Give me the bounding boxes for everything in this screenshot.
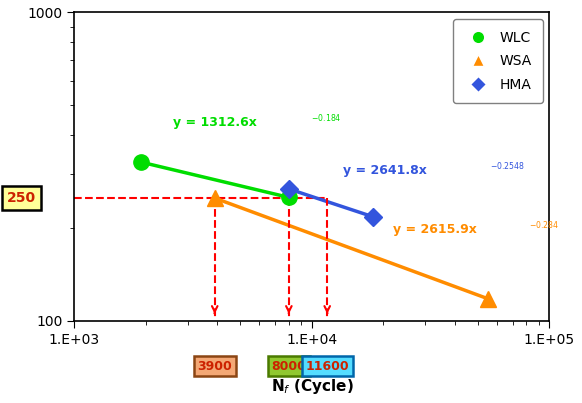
Legend: WLC, WSA, HMA: WLC, WSA, HMA bbox=[453, 19, 542, 103]
Text: $^{-0.284}$: $^{-0.284}$ bbox=[528, 221, 559, 231]
Text: $^{-0.184}$: $^{-0.184}$ bbox=[311, 113, 341, 123]
Text: y = 2641.8x: y = 2641.8x bbox=[343, 164, 427, 177]
Text: y = 1312.6x: y = 1312.6x bbox=[173, 116, 257, 129]
Text: 250: 250 bbox=[7, 191, 36, 205]
Text: $^{-0.2548}$: $^{-0.2548}$ bbox=[490, 162, 525, 172]
X-axis label: N$_f$ (Cycle): N$_f$ (Cycle) bbox=[271, 377, 353, 396]
Text: y = 2615.9x: y = 2615.9x bbox=[393, 223, 477, 236]
Text: 11600: 11600 bbox=[306, 359, 349, 373]
Text: 8000: 8000 bbox=[271, 359, 306, 373]
Text: 3900: 3900 bbox=[197, 359, 232, 373]
